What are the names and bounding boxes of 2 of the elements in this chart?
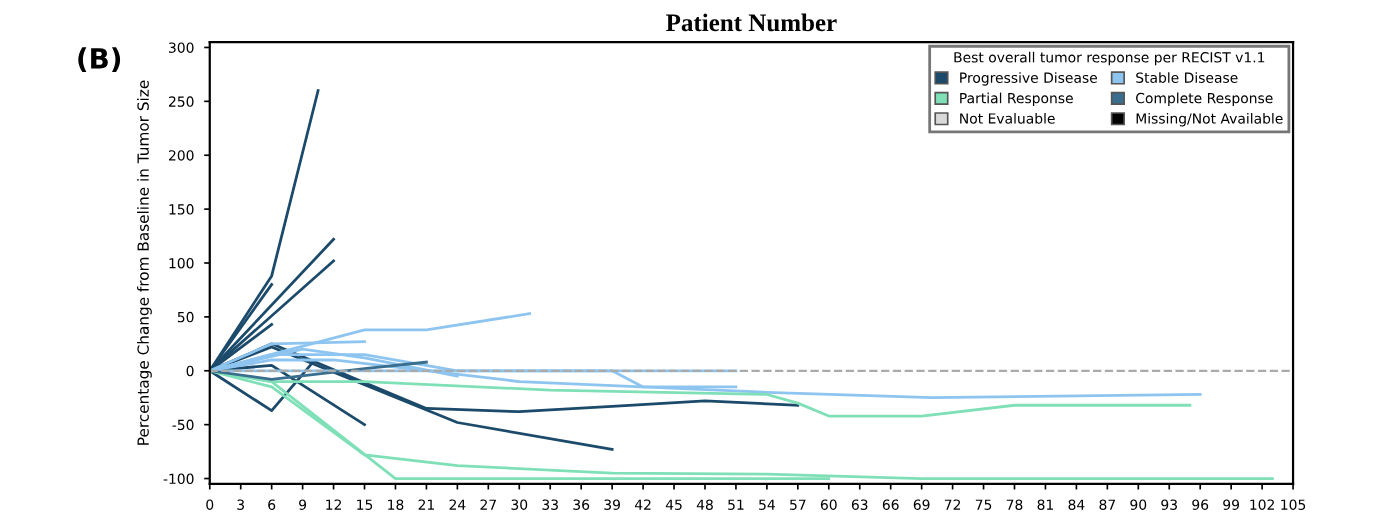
chart-title: Patient Number: [666, 13, 837, 32]
text: (B): [78, 47, 121, 73]
